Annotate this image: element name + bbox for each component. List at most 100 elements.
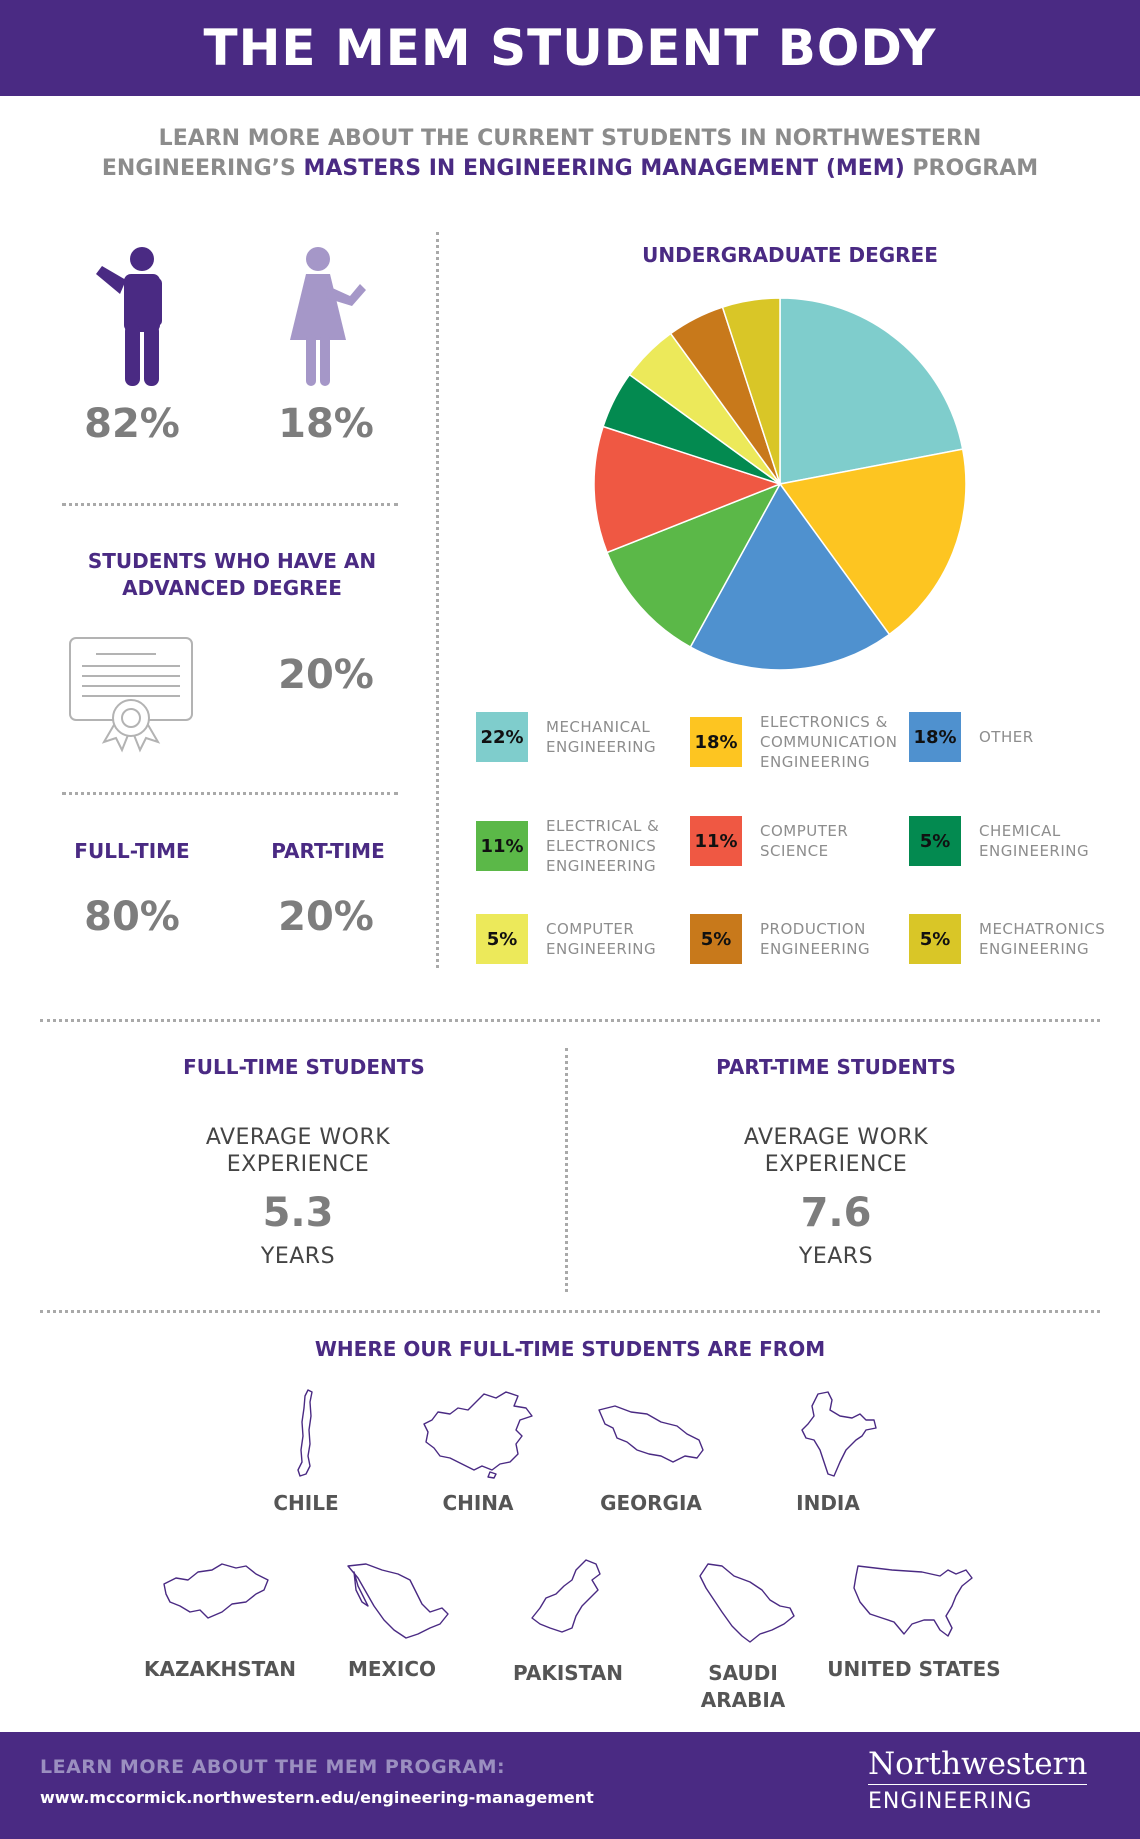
country-label-kazakhstan: KAZAKHSTAN [144, 1657, 296, 1681]
legend-label: MECHANICAL ENGINEERING [546, 717, 656, 757]
male-percentage: 82% [84, 401, 180, 447]
full-time-students-title: FULL-TIME STUDENTS [183, 1055, 425, 1079]
china-map-icon [423, 1391, 533, 1479]
country-label-india: INDIA [796, 1491, 860, 1515]
country-label-saudi-arabia-line-2: ARABIA [700, 1688, 786, 1712]
legend-item: 11% COMPUTER SCIENCE [690, 816, 848, 866]
country-label-china: CHINA [442, 1491, 514, 1515]
legend-label-line: PRODUCTION [760, 920, 866, 938]
part-time-work-label-line-2: EXPERIENCE [764, 1152, 908, 1177]
saudi-arabia-map-icon [699, 1563, 795, 1643]
part-time-label: PART-TIME [271, 839, 385, 863]
legend-value: 11% [690, 816, 742, 866]
legend-item: 5% MECHATRONICS ENGINEERING [909, 914, 1105, 964]
legend-label-line: MECHATRONICS [979, 920, 1106, 938]
legend-label: OTHER [979, 727, 1034, 747]
origins-title: WHERE OUR FULL-TIME STUDENTS ARE FROM [314, 1337, 826, 1361]
pie-slice-4 [593, 425, 783, 554]
footer-url-link[interactable]: www.mccormick.northwestern.edu/engineeri… [40, 1788, 594, 1807]
vertical-divider [565, 1048, 568, 1292]
divider [62, 503, 398, 506]
legend-item: 18% ELECTRONICS & COMMUNICATION ENGINEERING [690, 712, 897, 772]
legend-value: 5% [909, 816, 961, 866]
female-percentage: 18% [278, 401, 374, 447]
subtitle-program-name: MASTERS IN ENGINEERING MANAGEMENT (MEM) [303, 156, 905, 181]
footer: LEARN MORE ABOUT THE MEM PROGRAM: www.mc… [0, 1732, 1140, 1839]
legend-label: COMPUTER ENGINEERING [546, 919, 656, 959]
legend-label: ELECTRONICS & COMMUNICATION ENGINEERING [760, 712, 897, 772]
legend-label-line: ENGINEERING [979, 940, 1090, 958]
legend-value: 11% [476, 821, 528, 871]
legend-label-line: MECHANICAL [546, 718, 651, 736]
legend-label: ELECTRICAL & ELECTRONICS ENGINEERING [546, 816, 659, 876]
legend-item: 5% CHEMICAL ENGINEERING [909, 816, 1089, 866]
legend-value: 18% [909, 712, 961, 762]
undergraduate-degree-pie-chart [593, 297, 967, 671]
pie-slice-3 [606, 482, 782, 649]
chart-title: UNDERGRADUATE DEGREE [642, 243, 938, 267]
divider [40, 1310, 1100, 1313]
logo-wordmark: Northwestern [868, 1746, 1088, 1785]
legend-value: 5% [690, 914, 742, 964]
legend-label-line: ELECTRICAL & [546, 817, 660, 835]
male-figure-icon [96, 247, 162, 386]
legend-value: 18% [690, 717, 742, 767]
page-title: THE MEM STUDENT BODY [0, 0, 1140, 96]
legend-label: CHEMICAL ENGINEERING [979, 821, 1089, 861]
legend-label-line: OTHER [979, 728, 1034, 746]
advanced-degree-percentage: 20% [278, 652, 374, 698]
female-figure-icon [290, 247, 366, 386]
pie-slice-8 [721, 297, 781, 485]
country-label-pakistan: PAKISTAN [513, 1661, 623, 1685]
legend-label: MECHATRONICS ENGINEERING [979, 919, 1105, 959]
legend-label-line: ELECTRONICS & [760, 713, 888, 731]
part-time-work-label: AVERAGE WORK EXPERIENCE [642, 1124, 1030, 1178]
advanced-degree-title-line-2: ADVANCED DEGREE [122, 576, 342, 600]
subtitle-line-1: LEARN MORE ABOUT THE CURRENT STUDENTS IN… [158, 126, 982, 151]
legend-label-line: ENGINEERING [546, 940, 657, 958]
legend-label: PRODUCTION ENGINEERING [760, 919, 870, 959]
legend-label-line: COMPUTER [546, 920, 635, 938]
country-label-chile: CHILE [273, 1491, 339, 1515]
country-label-mexico: MEXICO [347, 1657, 437, 1681]
india-map-icon [801, 1391, 877, 1477]
legend-item: 5% PRODUCTION ENGINEERING [690, 914, 870, 964]
logo-subtitle: ENGINEERING [868, 1789, 1033, 1814]
part-time-percentage: 20% [278, 894, 374, 940]
full-time-work-unit: YEARS [260, 1244, 336, 1269]
legend-label-line: ENGINEERING [546, 738, 657, 756]
legend-item: 18% OTHER [909, 712, 1034, 762]
legend-label: COMPUTER SCIENCE [760, 821, 848, 861]
chile-map-icon [297, 1389, 313, 1477]
advanced-degree-title-line-1: STUDENTS WHO HAVE AN [87, 549, 377, 573]
mexico-map-icon [347, 1563, 449, 1639]
full-time-percentage: 80% [84, 894, 180, 940]
kazakhstan-map-icon [163, 1563, 269, 1619]
united-states-map-icon [853, 1565, 973, 1637]
full-time-work-label: AVERAGE WORK EXPERIENCE [104, 1124, 492, 1178]
advanced-degree-title: STUDENTS WHO HAVE AN ADVANCED DEGREE [62, 548, 402, 602]
country-label-georgia: GEORGIA [600, 1491, 702, 1515]
vertical-divider [436, 232, 439, 968]
legend-label-line: ENGINEERING [760, 940, 871, 958]
subtitle-line-2-post: PROGRAM [904, 156, 1039, 181]
footer-cta: LEARN MORE ABOUT THE MEM PROGRAM: [40, 1756, 506, 1778]
northwestern-engineering-logo: Northwestern ENGINEERING [868, 1746, 1088, 1814]
country-label-saudi-arabia: SAUDI ARABIA [673, 1660, 813, 1714]
part-time-work-years: 7.6 [800, 1190, 872, 1236]
full-time-work-label-line-2: EXPERIENCE [226, 1152, 370, 1177]
divider [40, 1019, 1100, 1022]
legend-item: 5% COMPUTER ENGINEERING [476, 914, 656, 964]
legend-value: 5% [476, 914, 528, 964]
pie-slice-0 [779, 297, 964, 485]
georgia-map-icon [598, 1405, 704, 1463]
legend-label-line: ENGINEERING [760, 753, 871, 771]
country-label-saudi-arabia-line-1: SAUDI [708, 1661, 778, 1685]
country-label-united-states: UNITED STATES [827, 1657, 1001, 1681]
part-time-students-title: PART-TIME STUDENTS [716, 1055, 956, 1079]
legend-value: 5% [909, 914, 961, 964]
full-time-label: FULL-TIME [74, 839, 190, 863]
pie-slice-1 [778, 448, 967, 636]
pie-slice-2 [689, 482, 891, 671]
legend-item: 22% MECHANICAL ENGINEERING [476, 712, 656, 762]
